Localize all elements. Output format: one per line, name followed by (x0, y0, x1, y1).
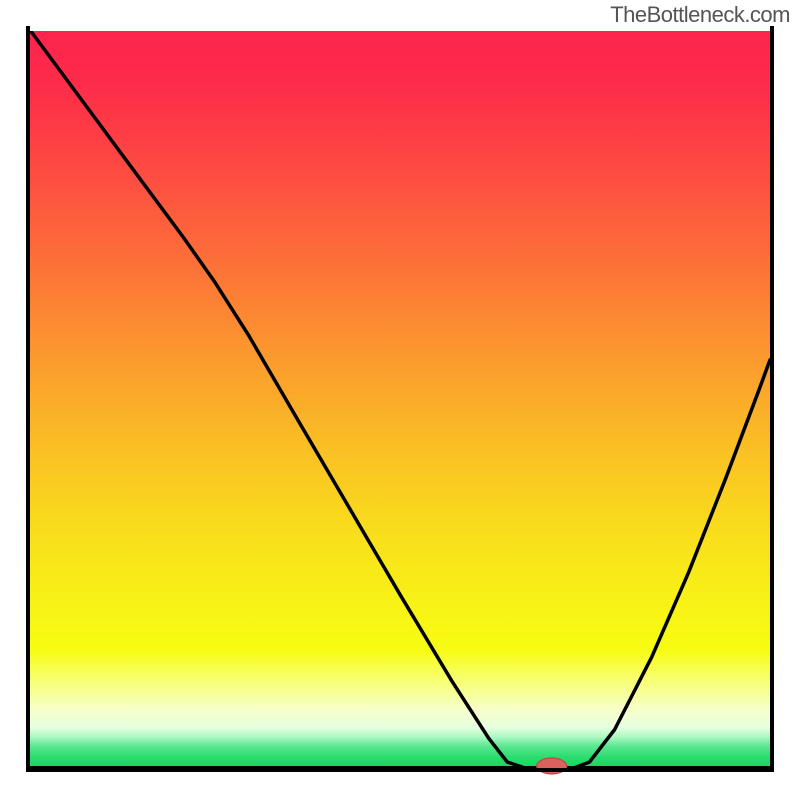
plot-gradient-background (30, 30, 770, 768)
chart-container: TheBottleneck.com (0, 0, 800, 800)
bottleneck-curve-chart (0, 0, 800, 800)
watermark-text: TheBottleneck.com (610, 2, 790, 28)
